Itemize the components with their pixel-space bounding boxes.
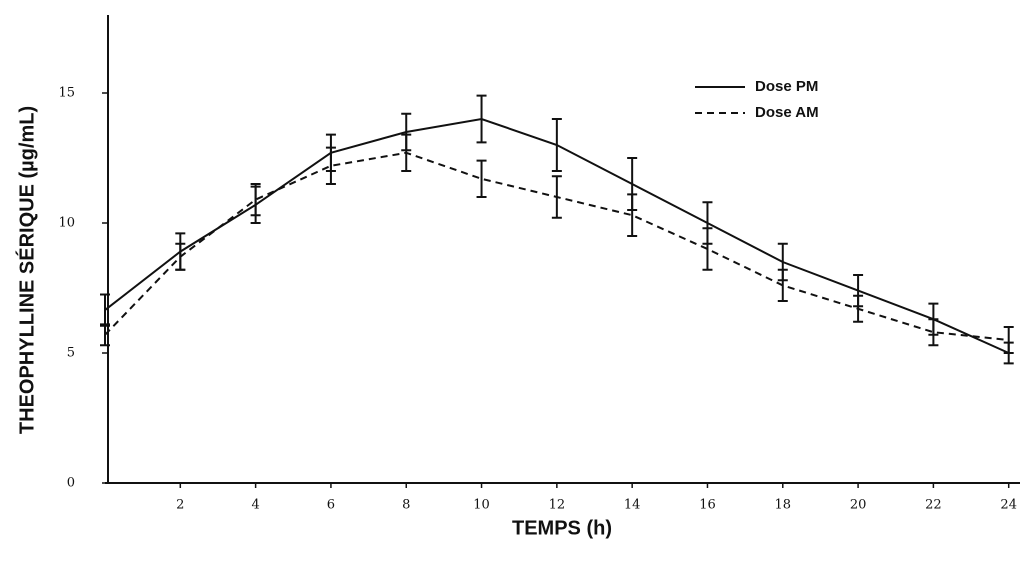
error-bar	[175, 242, 186, 271]
error-bar	[476, 94, 487, 144]
x-tick-label: 4	[251, 498, 259, 513]
y-axis-label: THEOPHYLLINE SÉRIQUE (µg/mL)	[15, 106, 38, 434]
x-tick-label: 8	[402, 498, 410, 513]
error-bar	[777, 268, 788, 302]
error-bar	[401, 133, 412, 172]
error-bar	[702, 227, 713, 271]
error-bar	[1003, 326, 1014, 354]
y-tick-label: 10	[58, 216, 75, 231]
error-bar	[928, 318, 939, 347]
y-tick-label: 0	[67, 476, 75, 491]
error-bar	[100, 323, 110, 347]
x-tick-label: 22	[925, 498, 942, 513]
x-tick-label: 6	[327, 498, 335, 513]
x-tick-label: 18	[775, 498, 792, 513]
x-tick-label: 24	[1000, 498, 1017, 513]
x-tick-label: 20	[850, 498, 867, 513]
error-bar	[551, 175, 562, 219]
y-tick-label: 5	[67, 346, 75, 361]
error-bar	[551, 118, 562, 172]
x-tick-label: 2	[176, 498, 184, 513]
legend-label: Dose PM	[755, 78, 818, 95]
x-tick-label: 10	[473, 498, 490, 513]
x-tick-label: 14	[624, 498, 641, 513]
y-tick-label: 15	[58, 86, 75, 101]
error-bar	[853, 294, 864, 323]
error-bar	[627, 193, 638, 237]
error-bar	[250, 183, 261, 217]
x-axis-label: TEMPS (h)	[512, 517, 612, 539]
error-bar	[325, 146, 336, 185]
x-tick-label: 12	[549, 498, 566, 513]
x-tick-label: 16	[699, 498, 716, 513]
legend-label: Dose AM	[755, 104, 819, 121]
error-bar	[476, 159, 487, 198]
